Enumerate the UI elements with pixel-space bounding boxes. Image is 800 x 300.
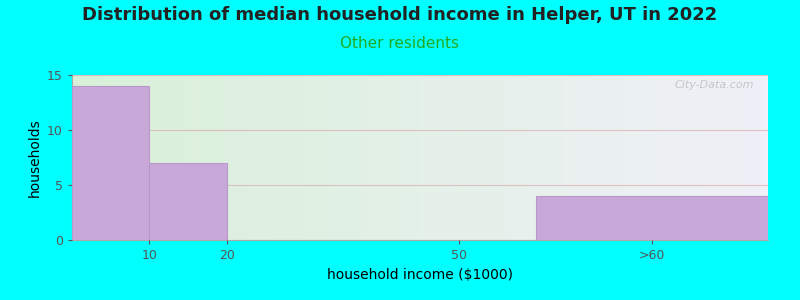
Y-axis label: households: households	[27, 118, 42, 197]
Text: Other residents: Other residents	[341, 36, 459, 51]
Bar	[536, 196, 768, 240]
Text: Distribution of median household income in Helper, UT in 2022: Distribution of median household income …	[82, 6, 718, 24]
Bar	[150, 163, 226, 240]
Bar	[72, 86, 150, 240]
X-axis label: household income ($1000): household income ($1000)	[327, 268, 513, 282]
Text: City-Data.com: City-Data.com	[674, 80, 754, 90]
